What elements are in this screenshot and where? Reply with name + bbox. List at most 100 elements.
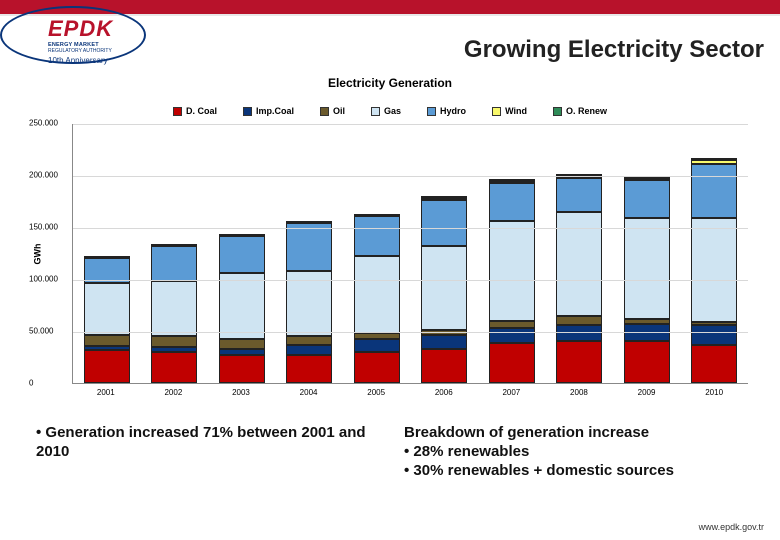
y-tick: 100.000 <box>29 275 58 284</box>
page-title: Growing Electricity Sector <box>464 36 764 64</box>
bar-segment <box>286 345 332 355</box>
legend-swatch <box>243 107 252 116</box>
legend-swatch <box>173 107 182 116</box>
legend-swatch <box>371 107 380 116</box>
bar-segment <box>151 352 197 383</box>
logo-sub2: REGULATORY AUTHORITY <box>48 48 113 54</box>
y-tick: 200.000 <box>29 171 58 180</box>
bar-segment <box>286 223 332 271</box>
legend-item: Gas <box>371 106 401 116</box>
x-tick: 2007 <box>488 388 534 397</box>
bar-segment <box>691 345 737 383</box>
bar-segment <box>556 341 602 383</box>
legend-label: Wind <box>505 106 527 116</box>
bar-segment <box>691 325 737 345</box>
bar-segment <box>624 180 670 217</box>
bar-column <box>489 179 535 383</box>
bar-column <box>354 214 400 383</box>
x-tick: 2003 <box>218 388 264 397</box>
legend-label: Imp.Coal <box>256 106 294 116</box>
bar-column <box>286 221 332 383</box>
legend-label: O. Renew <box>566 106 607 116</box>
bar-segment <box>286 336 332 344</box>
bar-segment <box>219 236 265 272</box>
y-axis-label: GWh <box>33 243 43 264</box>
legend-swatch <box>427 107 436 116</box>
legend-label: Gas <box>384 106 401 116</box>
bar-segment <box>421 246 467 330</box>
legend-item: Oil <box>320 106 345 116</box>
legend-swatch <box>492 107 501 116</box>
legend-swatch <box>320 107 329 116</box>
bar-segment <box>354 339 400 351</box>
bar-segment <box>84 335 130 345</box>
x-axis-labels: 2001 2002 2003 2004 2005 2006 2007 2008 2009 2010 <box>72 388 748 397</box>
bar-segment <box>421 335 467 349</box>
y-tick: 50.000 <box>29 327 53 336</box>
bar-segment <box>354 216 400 257</box>
bullet-col-2: Breakdown of generation increase • 28% r… <box>404 424 744 480</box>
header: EPDK ENERGY MARKET REGULATORY AUTHORITY … <box>0 16 780 68</box>
bar-segment <box>489 183 535 220</box>
bar-segment <box>354 352 400 383</box>
gridline <box>73 228 748 229</box>
logo-text: EPDK ENERGY MARKET REGULATORY AUTHORITY … <box>48 16 113 65</box>
plot-area: GWh 050.000100.000150.000200.000250.000 <box>72 124 748 384</box>
bullets: • Generation increased 71% between 2001 … <box>36 424 764 480</box>
x-tick: 2002 <box>150 388 196 397</box>
bar-column <box>421 196 467 383</box>
bar-segment <box>151 246 197 280</box>
bar-column <box>691 158 737 383</box>
bar-column <box>556 174 602 383</box>
bar-segment <box>84 283 130 335</box>
legend-item: O. Renew <box>553 106 607 116</box>
x-tick: 2006 <box>421 388 467 397</box>
legend-item: Hydro <box>427 106 466 116</box>
legend-label: D. Coal <box>186 106 217 116</box>
legend-item: Wind <box>492 106 527 116</box>
y-tick: 0 <box>29 379 33 388</box>
bar-column <box>151 244 197 383</box>
bar-segment <box>489 221 535 321</box>
bar-segment <box>556 316 602 324</box>
bars-container <box>73 124 748 383</box>
x-tick: 2008 <box>556 388 602 397</box>
bullet-right-1: Breakdown of generation increase <box>404 424 744 443</box>
bar-segment <box>556 325 602 342</box>
bar-segment <box>624 218 670 319</box>
bar-column <box>84 256 130 383</box>
x-tick: 2009 <box>624 388 670 397</box>
logo: EPDK ENERGY MARKET REGULATORY AUTHORITY … <box>18 12 128 62</box>
bar-segment <box>624 341 670 383</box>
bullet-right-3: • 30% renewables + domestic sources <box>404 462 744 481</box>
legend-label: Oil <box>333 106 345 116</box>
bar-segment <box>219 339 265 348</box>
bar-segment <box>489 328 535 344</box>
bar-segment <box>489 321 535 328</box>
bar-segment <box>84 350 130 383</box>
bar-segment <box>151 281 197 336</box>
x-tick: 2001 <box>83 388 129 397</box>
bar-segment <box>556 178 602 212</box>
bar-column <box>219 234 265 383</box>
x-tick: 2005 <box>353 388 399 397</box>
bar-segment <box>151 336 197 347</box>
y-tick: 250.000 <box>29 119 58 128</box>
chart: Electricity Generation D. Coal Imp.Coal Oi… <box>20 76 760 410</box>
y-tick: 150.000 <box>29 223 58 232</box>
gridline <box>73 280 748 281</box>
chart-title: Electricity Generation <box>20 76 760 90</box>
gridline <box>73 176 748 177</box>
bar-segment <box>421 349 467 383</box>
x-tick: 2004 <box>286 388 332 397</box>
legend: D. Coal Imp.Coal Oil Gas Hydro Wind O. Renew <box>20 106 760 116</box>
bar-segment <box>691 164 737 218</box>
bar-segment <box>219 273 265 340</box>
legend-label: Hydro <box>440 106 466 116</box>
bar-segment <box>489 343 535 383</box>
bullet-col-1: • Generation increased 71% between 2001 … <box>36 424 386 480</box>
footer-url: www.epdk.gov.tr <box>699 522 764 532</box>
x-tick: 2010 <box>691 388 737 397</box>
bar-segment <box>286 355 332 383</box>
bullet-left-1: • Generation increased 71% between 2001 … <box>36 424 386 462</box>
